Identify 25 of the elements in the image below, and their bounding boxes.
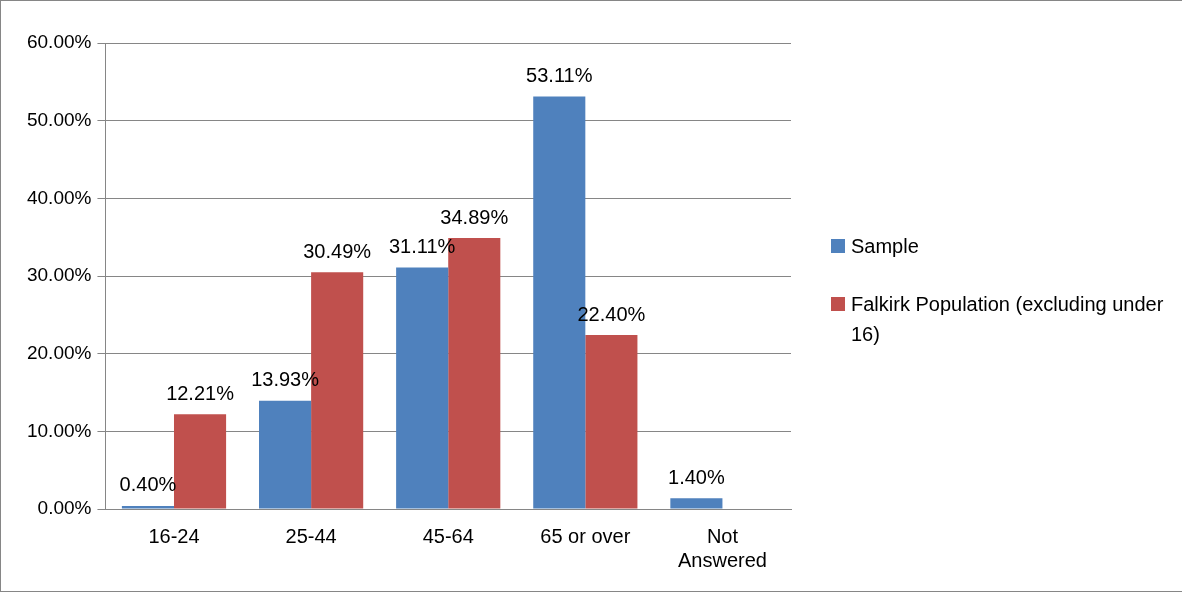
y-tick-label: 30.00%: [26, 264, 92, 286]
x-tick-label: 65 or over: [540, 524, 631, 547]
x-tick-label: Not Answered: [677, 524, 767, 571]
data-label: 30.49%: [303, 239, 372, 262]
data-label: 1.40%: [668, 465, 725, 488]
bar: [670, 498, 723, 509]
data-label: 53.11%: [526, 64, 593, 87]
y-tick-label: 10.00%: [26, 419, 92, 441]
bar: [585, 335, 638, 509]
bar: [121, 505, 174, 509]
legend-label: Falkirk Population (excluding under 16): [851, 292, 1165, 347]
y-tick-label: 60.00%: [26, 31, 92, 53]
bar: [396, 267, 449, 509]
y-tick-label: 0.00%: [37, 497, 92, 519]
y-tick-label: 50.00%: [26, 108, 92, 130]
y-tick-label: 40.00%: [26, 186, 92, 208]
y-tick-label: 20.00%: [26, 341, 92, 363]
bar: [174, 414, 227, 509]
data-label: 12.21%: [166, 381, 235, 404]
bar: [259, 400, 312, 509]
legend-label: Sample: [851, 234, 919, 259]
x-tick-label: 45-64: [422, 524, 474, 547]
data-label: 34.89%: [440, 205, 509, 228]
x-tick-label: 25-44: [285, 524, 337, 547]
x-tick-label: 16-24: [148, 524, 200, 547]
